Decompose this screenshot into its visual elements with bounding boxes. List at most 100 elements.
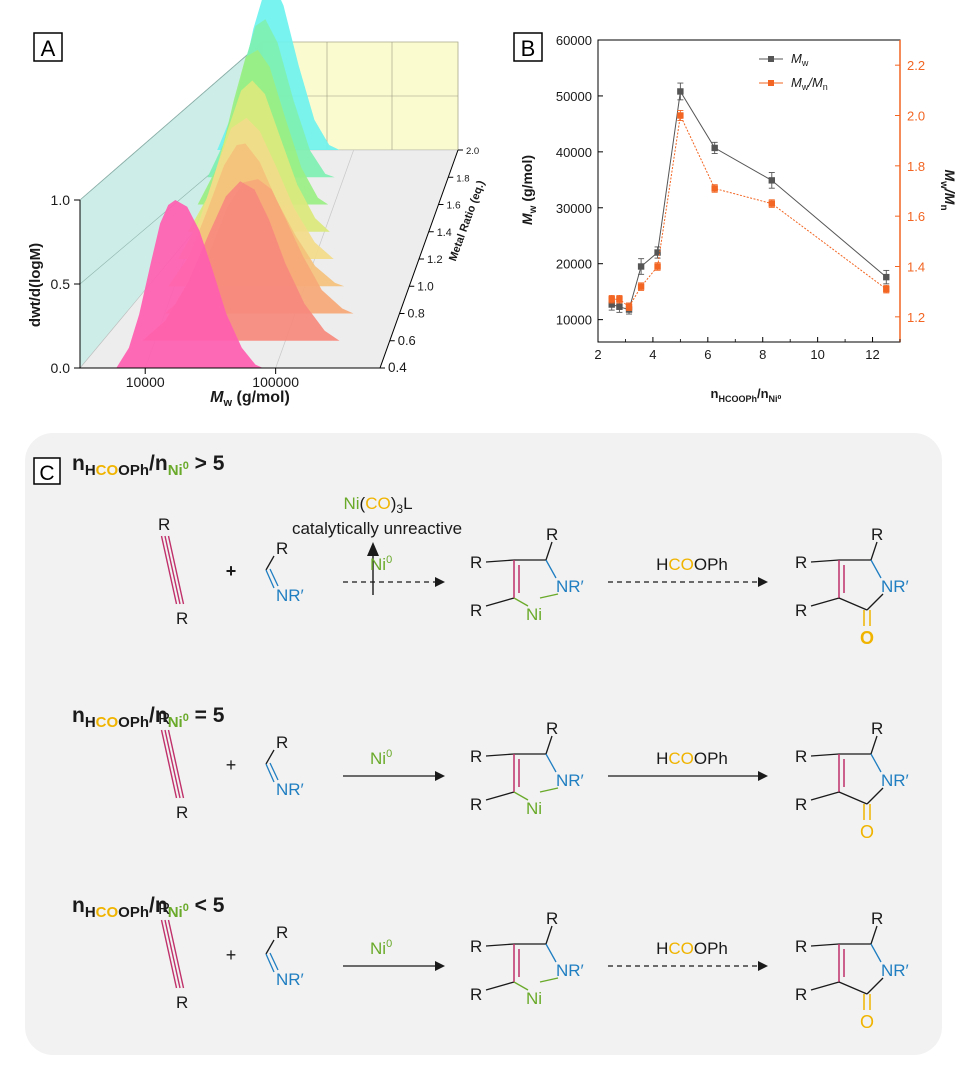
z-tick-label-a: 1.2 <box>427 254 443 266</box>
ring-bond <box>866 787 884 805</box>
x-axis-title-sub: w <box>223 397 233 409</box>
ring-bond <box>485 943 515 947</box>
alkyne-bond <box>160 729 178 799</box>
legend-label-pdi: Mw/Mn <box>791 75 828 92</box>
ring-r-left-top: R <box>795 553 807 572</box>
ring-ni: Ni <box>526 799 542 818</box>
distribution-curves <box>116 0 354 368</box>
ring-bond <box>870 541 878 561</box>
y2-axis-title-b: Mw/Mn <box>938 169 958 210</box>
y-axis-title-a: dwt/d(logM) <box>27 243 44 327</box>
series-line-pdi <box>611 113 887 308</box>
data-point-pdi <box>711 185 718 192</box>
ring-nr: NR′ <box>881 577 909 596</box>
imine-cn-bond <box>269 762 279 781</box>
panel-b-series <box>608 82 890 315</box>
ring-bond <box>545 943 557 963</box>
panel-label-b-box <box>513 32 543 62</box>
alkyne-bond <box>160 919 178 989</box>
z-tick-label-a: 1.0 <box>417 279 434 293</box>
data-point-mw <box>608 301 615 308</box>
y2-tick-label-b: 1.4 <box>907 260 925 275</box>
imine-bond <box>265 939 275 955</box>
y-axis-title-b: Mw (g/mol) <box>519 155 539 225</box>
ring-bond <box>870 753 882 773</box>
y2-tick-label-b: 1.2 <box>907 310 925 325</box>
ring-r-left-top: R <box>795 937 807 956</box>
ring-bond <box>513 981 529 991</box>
condition-header: nHCOOPh/nNi0 > 5 <box>72 452 225 479</box>
data-point-pdi <box>654 263 661 270</box>
arrowhead <box>435 577 445 587</box>
data-point-pdi <box>625 303 633 310</box>
z-tick-label-a: 0.8 <box>408 307 425 321</box>
plus-sign: + <box>226 561 237 581</box>
x-tick-label-a: 10000 <box>126 374 165 390</box>
alkyne-bond <box>164 729 181 799</box>
ring-bond <box>545 753 557 773</box>
ring-bond <box>870 925 878 945</box>
ni0-label: Ni0 <box>370 748 392 768</box>
panel-label-a-box <box>33 32 63 62</box>
imine-nr: NR′ <box>276 970 304 989</box>
ring-nr: NR′ <box>881 961 909 980</box>
imine: R NR′ <box>265 923 304 989</box>
arrowhead <box>435 771 445 781</box>
ring-bond <box>545 735 553 755</box>
ring-bond <box>485 981 515 991</box>
ring-r-left-bottom: R <box>470 601 482 620</box>
alkyne-bond <box>164 919 181 989</box>
y2-tick-label-b: 2.2 <box>907 58 925 73</box>
y-tick-label-b: 20000 <box>556 257 592 272</box>
ring-nr: NR′ <box>556 577 584 596</box>
y-tick-label-b: 40000 <box>556 145 592 160</box>
ring-bond <box>810 559 840 563</box>
ring-bond <box>810 981 840 991</box>
hcooph-label: HCOOPh <box>656 749 728 768</box>
alkyne-bond <box>167 919 185 989</box>
imine-r: R <box>276 733 288 752</box>
arrowhead <box>758 771 768 781</box>
y2-tick-label-b: 1.8 <box>907 159 925 174</box>
ring-bond <box>838 791 868 805</box>
imine-r: R <box>276 923 288 942</box>
ring-bond <box>513 597 529 607</box>
ring-r-left-bottom: R <box>795 601 807 620</box>
carbonyl-o: O <box>860 822 874 842</box>
imine-cn-bond <box>265 569 275 589</box>
ring-r-top: R <box>871 525 883 544</box>
nickelacycle: R R R NR′ Ni <box>470 909 584 1008</box>
panel-a-chart: 0.0 0.5 1.0 10000 100000 0.4 0.6 0.8 1.0 1.2 1.4 1.… <box>27 0 487 409</box>
ni0-label: Ni0 <box>370 554 392 574</box>
x-tick-label-a: 100000 <box>252 374 299 390</box>
ring-bond <box>810 791 840 801</box>
scheme-row: nHCOOPh/nNi0 = 5RR+RNR′Ni0RRRNR′NiHCOOPh… <box>72 704 909 842</box>
y-tick-label-b: 60000 <box>556 33 592 48</box>
data-point-pdi <box>768 200 775 207</box>
alkyne: RR <box>158 515 188 628</box>
ring-ni: Ni <box>526 605 542 624</box>
ring-bond <box>539 787 559 793</box>
ring-nr: NR′ <box>556 961 584 980</box>
panel-label-c: C <box>39 462 54 485</box>
legend: Mw Mw/Mn <box>759 51 828 92</box>
data-point-mw <box>637 263 645 270</box>
x-tick-label-b: 6 <box>704 347 711 362</box>
data-point-mw <box>768 177 775 184</box>
data-point-pdi <box>637 283 645 290</box>
z-tick-label-a: 1.8 <box>456 173 469 184</box>
ring-r-left-top: R <box>470 553 482 572</box>
imine-cn-bond <box>265 953 275 973</box>
ring-r-top: R <box>871 909 883 928</box>
x-tick-label-b: 4 <box>649 347 656 362</box>
plus-sign: + <box>226 755 237 775</box>
data-point-mw <box>654 249 661 256</box>
ring-bond <box>870 735 878 755</box>
imine: R NR′ <box>265 733 304 799</box>
ring-r-top: R <box>546 909 558 928</box>
ring-bond <box>866 977 884 995</box>
ring-r-left-top: R <box>470 937 482 956</box>
imine-r: R <box>276 539 288 558</box>
data-point-mw <box>616 303 623 310</box>
